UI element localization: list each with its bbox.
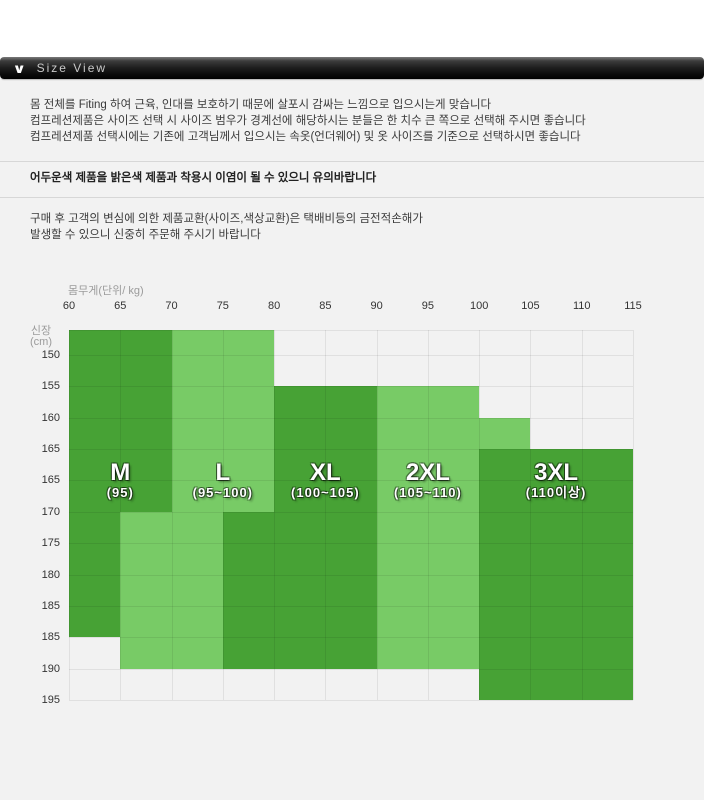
x-tick-label: 75 (216, 300, 229, 312)
size-label-sub-l: (95~100) (192, 485, 254, 500)
y-tick-label: 180 (41, 568, 60, 581)
size-region-l (171, 330, 275, 512)
grid-hline (69, 330, 633, 331)
size-region-2xl (376, 386, 480, 669)
size-label-sub-2xl: (105~110) (393, 485, 462, 500)
fitting-notice-line-2: 컴프레션제품은 사이즈 선택 시 사이즈 범우가 경계선에 해당하시는 분들은 … (30, 115, 586, 127)
grid-hline (69, 605, 633, 607)
size-label-2xl: 2XL (105~110) (394, 461, 462, 501)
size-label-main-l: L (215, 459, 231, 486)
fitting-notice-line-3: 컴프레션제품 선택시에는 기존에 고객님께서 입으시는 속옷(언더웨어) 및 옷… (30, 131, 581, 143)
y-tick-label: 165 (41, 443, 60, 456)
size-region-3xl (479, 449, 633, 700)
exchange-notice-line-1: 구매 후 고객의 변심에 의한 제품교환(사이즈,색상교환)은 택배비등의 금전… (30, 213, 423, 225)
grid-vline (222, 330, 224, 700)
y-tick-label: 155 (41, 380, 60, 393)
size-label-main-2xl: 2XL (405, 459, 450, 486)
grid-hline (69, 355, 633, 356)
grid-vline (171, 330, 173, 700)
grid-vline (479, 330, 481, 700)
fitting-notice-line-1: 몸 전체를 Fiting 하여 근육, 인대를 보호하기 때문에 살포시 감싸는… (30, 99, 492, 111)
grid-hline (69, 543, 633, 545)
x-tick-label: 85 (319, 300, 332, 312)
grid-vline (632, 330, 634, 700)
size-label-main-xl: XL (310, 459, 341, 486)
x-tick-label: 80 (267, 300, 281, 312)
size-region-l (120, 511, 223, 669)
grid-hline (69, 449, 633, 451)
size-label-sub-3xl: (110이상) (525, 485, 587, 500)
grid-hline (69, 668, 633, 670)
size-label-sub-m: (95) (106, 485, 134, 500)
y-tick-label: 170 (41, 505, 60, 518)
x-axis-title: 몸무게(단위/ kg) (68, 285, 144, 297)
grid-vline (274, 330, 276, 700)
grid-hline (69, 637, 633, 639)
y-tick-label: 185 (41, 631, 60, 644)
y-tick-label: 150 (41, 349, 60, 361)
grid-vline (376, 330, 378, 700)
color-transfer-warning: 어두운색 제품을 밝은색 제품과 착용시 이염이 될 수 있으니 유의바랍니다 (30, 172, 377, 184)
y-tick-label: 175 (41, 537, 60, 550)
divider-top (0, 161, 704, 162)
size-label-xl: XL (100~105) (291, 461, 360, 501)
chevron-down-icon: ∨ (12, 60, 27, 76)
grid-vline (581, 330, 583, 700)
y-tick-label: 185 (41, 599, 60, 612)
size-label-main-m: M (110, 459, 131, 486)
y-tick-label: 190 (41, 662, 60, 675)
header-title: Size View (36, 61, 108, 75)
y-tick-label: 165 (41, 474, 60, 487)
size-label-m: M (95) (107, 461, 134, 501)
size-label-l: L (95~100) (193, 461, 253, 501)
grid-hline (69, 417, 633, 419)
size-region-m (69, 330, 172, 512)
y-tick-label: 195 (41, 693, 60, 706)
grid-hline (69, 480, 633, 482)
y-axis-title-line-2: (cm) (30, 336, 52, 348)
size-view-header[interactable]: ∨ Size View (0, 57, 704, 79)
size-region-xl (222, 511, 377, 669)
exchange-notice-line-2: 발생할 수 있으니 신중히 주문해 주시기 바랍니다 (30, 229, 261, 241)
x-tick-label: 90 (370, 300, 383, 312)
grid-vline (120, 330, 122, 700)
x-tick-label: 115 (624, 300, 642, 312)
size-label-main-3xl: 3XL (534, 459, 579, 486)
x-tick-label: 95 (421, 300, 435, 312)
grid-hline (69, 574, 633, 576)
x-tick-label: 105 (521, 300, 540, 312)
size-region-2xl (479, 417, 531, 450)
divider-bottom (0, 197, 704, 198)
x-tick-label: 65 (114, 300, 127, 312)
grid-hline (69, 699, 633, 701)
grid-vline (530, 330, 532, 700)
x-tick-label: 110 (572, 300, 591, 312)
grid-vline (427, 330, 429, 700)
y-axis-title-line-1: 신장 (30, 325, 52, 337)
grid-vline (325, 330, 327, 700)
x-tick-label: 60 (62, 300, 76, 312)
size-label-3xl: 3XL (110이상) (526, 461, 587, 501)
size-region-xl (274, 386, 377, 512)
x-tick-label: 70 (165, 300, 178, 312)
size-label-sub-xl: (100~105) (291, 485, 360, 500)
grid-hline (69, 511, 633, 513)
x-tick-label: 100 (469, 300, 489, 312)
grid-vline (69, 330, 70, 700)
y-tick-label: 160 (41, 411, 60, 424)
size-region-m (69, 511, 121, 638)
grid-hline (69, 386, 633, 388)
